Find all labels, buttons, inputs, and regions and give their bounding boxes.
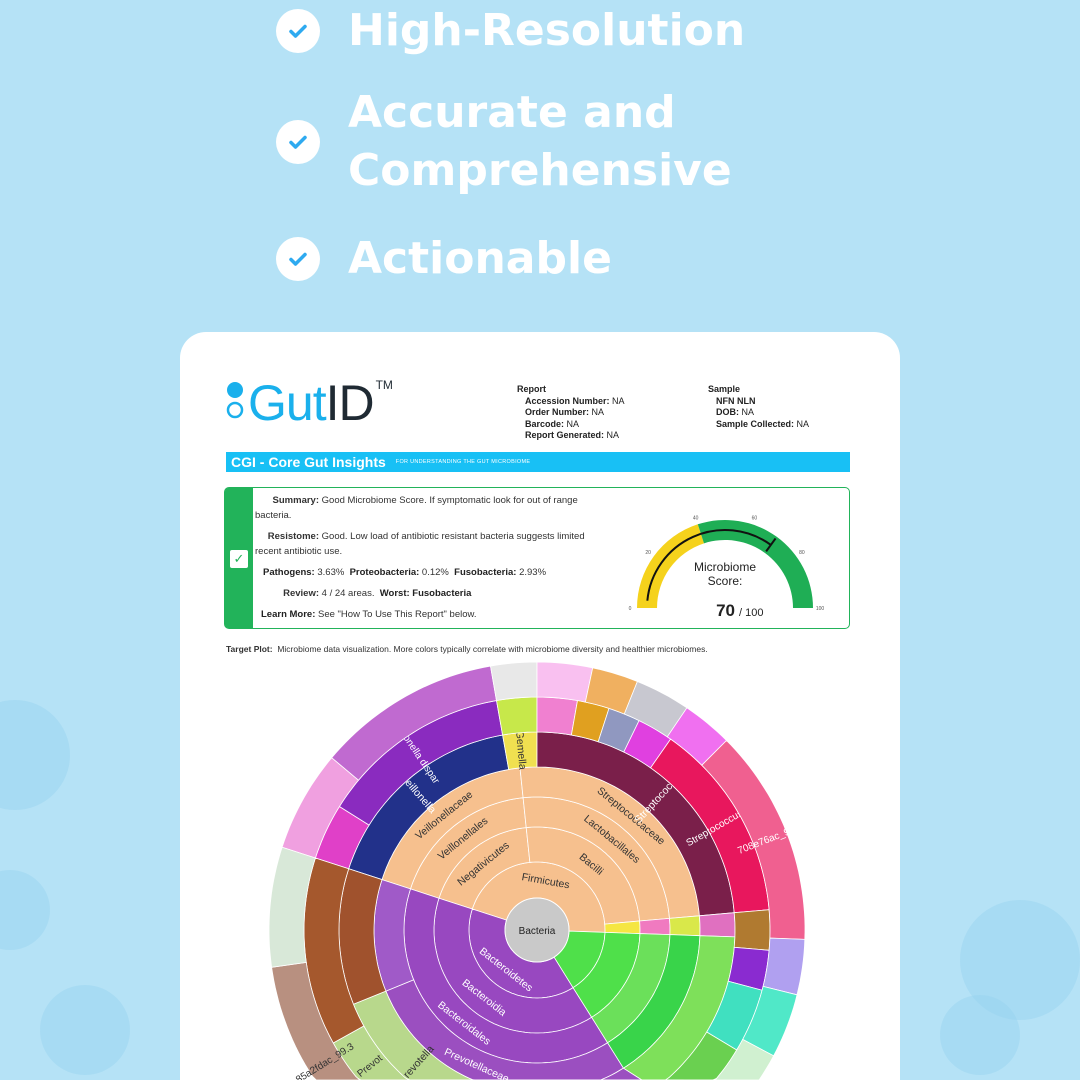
gauge-tick-label: 100: [816, 606, 825, 612]
resistome-row: Resistome: Good. Low load of antibiotic …: [255, 529, 605, 559]
logo-tm: TM: [375, 378, 393, 392]
gauge-yellow-band: [637, 524, 704, 608]
report-card: GutID TM Report Accession Number: NA Ord…: [180, 332, 900, 1080]
feature-label: Actionable: [348, 233, 612, 284]
decor-bubble: [0, 870, 50, 950]
row-value: 4 / 24 areas.: [321, 588, 375, 599]
banner-title: CGI - Core Gut Insights: [231, 454, 386, 470]
report-meta: Report Accession Number: NA Order Number…: [517, 384, 625, 442]
check-icon: ✓: [230, 550, 248, 568]
row-value: 3.63%: [317, 567, 345, 578]
sunburst-segment[interactable]: [496, 696, 538, 736]
sample-name: NFN NLN: [716, 395, 756, 406]
check-circle-icon: [276, 9, 320, 53]
sunburst-label: Gemella: [513, 730, 528, 770]
field-label: Accession Number:: [525, 395, 610, 406]
row-label: Fusobacteria:: [454, 567, 517, 578]
row-text: Good Microbiome Score. If symptomatic lo…: [255, 495, 578, 521]
decor-bubble: [960, 900, 1080, 1020]
sunburst-segment[interactable]: [733, 909, 771, 951]
gauge-max: / 100: [739, 607, 763, 619]
logo-gut: Gut: [248, 375, 327, 431]
gauge-score-arc: [646, 529, 772, 601]
sample-header: Sample: [708, 384, 741, 394]
pathogens-row: Pathogens: 3.63% Proteobacteria: 0.12% F…: [263, 565, 546, 580]
field-value: NA: [566, 418, 580, 429]
gutid-logo: GutID TM: [226, 378, 393, 428]
summary-box: ✓ Summary: Good Microbiome Score. If sym…: [224, 487, 850, 629]
sunburst-segment[interactable]: [536, 661, 594, 703]
field-label: Report Generated:: [525, 430, 605, 440]
row-label: Learn More:: [261, 609, 316, 620]
microbiome-score-gauge: 0 20 40 60 80 100 Microbiome Score: 70 / 100: [629, 516, 825, 620]
sunburst-segment[interactable]: [669, 915, 701, 937]
target-label: Target Plot:: [226, 644, 273, 654]
field-value: NA: [796, 418, 810, 429]
gauge-needle: [765, 537, 777, 552]
sunburst-segment[interactable]: [639, 917, 671, 936]
row-label: Proteobacteria:: [349, 567, 420, 578]
field-label: Order Number:: [525, 407, 590, 417]
sunburst-segment[interactable]: [536, 696, 578, 736]
feature-accurate: Accurate and Comprehensive: [276, 84, 796, 200]
check-circle-icon: [276, 237, 320, 281]
sunburst-segment[interactable]: [490, 661, 538, 701]
sunburst-segment[interactable]: [698, 912, 736, 938]
feature-actionable: Actionable: [276, 230, 612, 288]
field-value: NA: [612, 395, 625, 406]
row-value: Fusobacteria: [412, 588, 472, 599]
feature-label: Accurate and Comprehensive: [348, 87, 732, 196]
sample-meta: Sample NFN NLN DOB: NA Sample Collected:…: [708, 384, 809, 430]
row-label: Resistome:: [267, 531, 319, 542]
row-label: Pathogens:: [263, 567, 315, 578]
row-label: Worst:: [379, 588, 410, 599]
gauge-title: Microbiome: [694, 560, 756, 574]
row-text: Good. Low load of antibiotic resistant b…: [255, 531, 585, 557]
report-header: Report: [517, 384, 546, 394]
review-row: Review: 4 / 24 areas. Worst: Fusobacteri…: [255, 586, 471, 601]
sunburst-segment[interactable]: [762, 937, 806, 996]
field-value: NA: [741, 407, 755, 417]
field-label: Barcode:: [525, 418, 565, 429]
gauge-tick-label: 60: [752, 516, 758, 522]
gauge-title: Score:: [708, 574, 743, 588]
logo-dots-icon: [226, 382, 244, 419]
row-label: Review:: [283, 588, 319, 599]
sunburst-segment[interactable]: [660, 1038, 775, 1080]
logo-id: ID: [325, 375, 375, 431]
gauge-tick-label: 80: [799, 550, 805, 556]
gauge-score: 70: [716, 601, 735, 620]
check-circle-icon: [276, 120, 320, 164]
decor-bubble: [940, 995, 1020, 1075]
learn-more-row: Learn More: See "How To Use This Report"…: [261, 607, 477, 622]
gauge-tick-label: 40: [693, 516, 699, 522]
field-value: NA: [591, 407, 605, 417]
banner-subtitle: FOR UNDERSTANDING THE GUT MICROBIOME: [395, 459, 531, 465]
target-plot-caption: Target Plot: Microbiome data visualizati…: [226, 644, 708, 654]
sunburst-center-label: Bacteria: [519, 926, 556, 937]
row-label: Summary:: [272, 495, 319, 506]
feature-label: High-Resolution: [348, 5, 746, 56]
learn-more-link[interactable]: See "How To Use This Report" below.: [318, 609, 477, 620]
decor-bubble: [0, 700, 70, 810]
decor-bubble: [40, 985, 130, 1075]
feature-high-resolution: High-Resolution: [276, 2, 745, 60]
sunburst-segment[interactable]: [502, 1067, 643, 1080]
summary-row: Summary: Good Microbiome Score. If sympt…: [255, 493, 585, 523]
field-value: NA: [606, 430, 620, 440]
sunburst-segment[interactable]: [268, 846, 316, 968]
row-value: 2.93%: [519, 567, 547, 578]
section-banner: CGI - Core Gut Insights FOR UNDERSTANDIN…: [226, 452, 850, 472]
gauge-tick-label: 0: [629, 606, 632, 612]
field-label: DOB:: [716, 407, 739, 417]
target-text: Microbiome data visualization. More colo…: [277, 644, 708, 654]
gauge-tick-label: 20: [645, 550, 651, 556]
row-value: 0.12%: [421, 567, 449, 578]
field-label: Sample Collected:: [716, 418, 795, 429]
sunburst-center[interactable]: [504, 897, 570, 963]
gauge-green-band: [697, 520, 813, 608]
